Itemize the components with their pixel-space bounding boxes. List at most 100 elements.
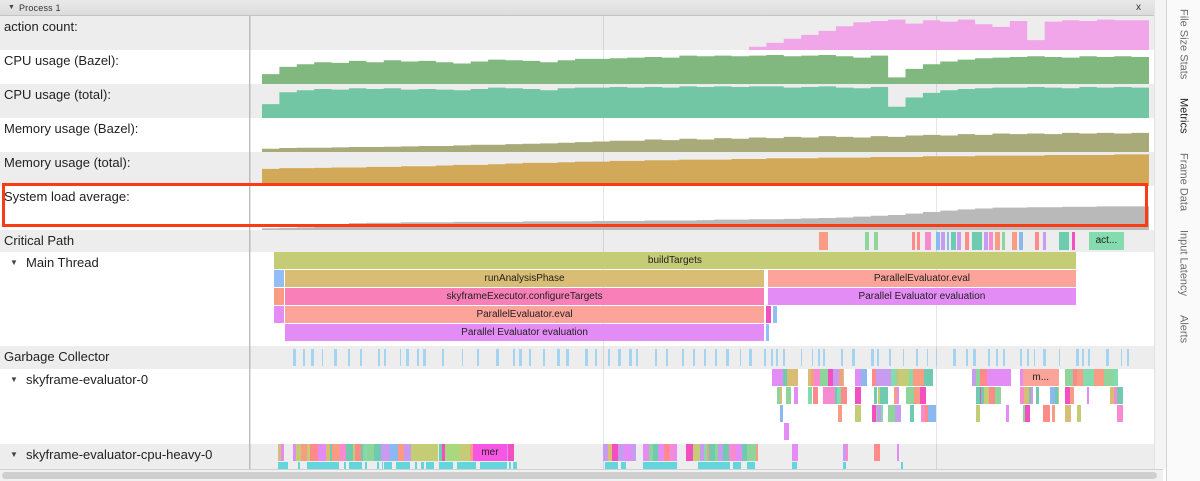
- gc-event-tick[interactable]: [461, 349, 464, 366]
- flame-block[interactable]: [1064, 387, 1071, 404]
- flame-block[interactable]: [897, 369, 899, 386]
- flame-block[interactable]: [1070, 387, 1075, 404]
- track-label-cell-action-count[interactable]: action count:: [0, 16, 250, 50]
- gc-event-tick[interactable]: [594, 349, 598, 366]
- gc-event-tick[interactable]: [1058, 349, 1061, 366]
- gc-event-tick[interactable]: [565, 349, 569, 366]
- flame-block[interactable]: [877, 405, 882, 422]
- track-content-critical-path[interactable]: act...: [250, 230, 1163, 252]
- flame-block[interactable]: [979, 369, 988, 386]
- flame-block[interactable]: [813, 369, 820, 386]
- flame-block[interactable]: [450, 462, 453, 469]
- flame-block[interactable]: [746, 444, 752, 461]
- flame-block[interactable]: [1094, 369, 1104, 386]
- flame-block[interactable]: [406, 462, 409, 469]
- flame-block[interactable]: [1077, 405, 1082, 422]
- flame-block[interactable]: [897, 387, 900, 404]
- flame-block[interactable]: [777, 387, 781, 404]
- flame-block[interactable]: [1057, 387, 1060, 404]
- track-label-cell-cpu-bazel[interactable]: CPU usage (Bazel):: [0, 50, 250, 84]
- timeline-row-mem-total[interactable]: Memory usage (total):: [0, 152, 1163, 186]
- flame-block[interactable]: [280, 444, 284, 461]
- gc-event-tick[interactable]: [416, 349, 419, 366]
- flame-block[interactable]: [750, 462, 756, 469]
- flame-block[interactable]: [854, 405, 861, 422]
- flame-block[interactable]: [643, 444, 650, 461]
- flame-block[interactable]: [1022, 405, 1025, 422]
- flame-block[interactable]: [337, 444, 340, 461]
- vertical-scrollbar-track[interactable]: [1154, 0, 1166, 469]
- critical-path-slice[interactable]: [917, 232, 921, 250]
- flame-block[interactable]: [971, 369, 976, 386]
- gc-event-tick[interactable]: [811, 349, 814, 366]
- flame-block[interactable]: [1103, 369, 1113, 386]
- gc-event-tick[interactable]: [889, 349, 892, 366]
- flame-block[interactable]: [277, 444, 281, 461]
- flame-block[interactable]: [664, 444, 670, 461]
- gc-event-tick[interactable]: [557, 349, 560, 366]
- flame-block[interactable]: [993, 369, 1001, 386]
- critical-path-slice[interactable]: [1042, 232, 1047, 250]
- flame-block[interactable]: [837, 387, 841, 404]
- gc-event-tick[interactable]: [529, 349, 532, 366]
- flame-block[interactable]: [913, 387, 921, 404]
- gc-event-tick[interactable]: [1033, 349, 1036, 366]
- flame-block[interactable]: [317, 444, 323, 461]
- flame-block[interactable]: [787, 369, 798, 386]
- flame-block[interactable]: [669, 444, 675, 461]
- flame-block[interactable]: [1024, 405, 1031, 422]
- gc-event-tick[interactable]: [763, 349, 766, 366]
- critical-path-slice[interactable]: [957, 232, 961, 250]
- flame-block[interactable]: [913, 369, 924, 386]
- gc-event-tick[interactable]: [877, 349, 879, 366]
- flame-block[interactable]: [756, 444, 759, 461]
- flame-block[interactable]: [975, 387, 980, 404]
- gc-event-tick[interactable]: [966, 349, 968, 366]
- gc-event-tick[interactable]: [311, 349, 314, 366]
- flame-block[interactable]: [367, 444, 375, 461]
- gc-event-tick[interactable]: [629, 349, 633, 366]
- gc-event-tick[interactable]: [477, 349, 480, 366]
- flame-block[interactable]: [612, 462, 618, 469]
- flame-block[interactable]: [1073, 369, 1078, 386]
- flame-block[interactable]: [376, 462, 380, 469]
- flame-block[interactable]: [839, 369, 843, 386]
- triangle-down-icon[interactable]: ▼: [10, 450, 18, 459]
- gc-event-tick[interactable]: [635, 349, 639, 366]
- flame-block[interactable]: [328, 462, 333, 469]
- flame-block[interactable]: [909, 369, 914, 386]
- gc-event-tick[interactable]: [666, 349, 668, 366]
- gc-event-tick[interactable]: [852, 349, 855, 366]
- track-label-cell-mem-total[interactable]: Memory usage (total):: [0, 152, 250, 186]
- flame-block[interactable]: [439, 462, 444, 469]
- flame-block[interactable]: [819, 369, 829, 386]
- flame-block[interactable]: [649, 444, 654, 461]
- track-content-mem-total[interactable]: [250, 152, 1163, 186]
- flame-block[interactable]: [812, 387, 818, 404]
- flame-block[interactable]: [1023, 387, 1029, 404]
- flame-block[interactable]: [306, 462, 309, 469]
- flame-block[interactable]: [891, 369, 897, 386]
- flame-block[interactable]: [697, 462, 701, 469]
- flame-block[interactable]: [384, 462, 388, 469]
- gc-event-tick[interactable]: [334, 349, 338, 366]
- flame-block[interactable]: [1051, 405, 1055, 422]
- gc-event-tick[interactable]: [1106, 349, 1109, 366]
- flame-block[interactable]: [395, 462, 400, 469]
- track-label-cell-garbage-collector[interactable]: Garbage Collector: [0, 346, 250, 369]
- gc-event-tick[interactable]: [378, 349, 381, 366]
- track-label-cell-main-thread[interactable]: ▼ Main Thread: [0, 252, 250, 346]
- track-label-cell-skyframe-cpu-heavy-0[interactable]: ▼ skyframe-evaluator-cpu-heavy-0: [0, 444, 250, 469]
- timeline-row-skyframe-cpu-heavy-0[interactable]: ▼ skyframe-evaluator-cpu-heavy-0 mer: [0, 444, 1163, 469]
- flame-block[interactable]: [360, 444, 363, 461]
- timeline-row-action-count[interactable]: action count:: [0, 16, 1163, 50]
- flame-block[interactable]: [658, 444, 665, 461]
- flame-block[interactable]: [981, 387, 984, 404]
- flame-block[interactable]: [345, 444, 353, 461]
- flame-block[interactable]: [700, 444, 704, 461]
- critical-path-slice[interactable]: [936, 232, 940, 250]
- flame-block[interactable]: [733, 462, 736, 469]
- flame-block[interactable]: [829, 387, 835, 404]
- flame-block[interactable]: [469, 462, 474, 469]
- gc-event-tick[interactable]: [915, 349, 918, 366]
